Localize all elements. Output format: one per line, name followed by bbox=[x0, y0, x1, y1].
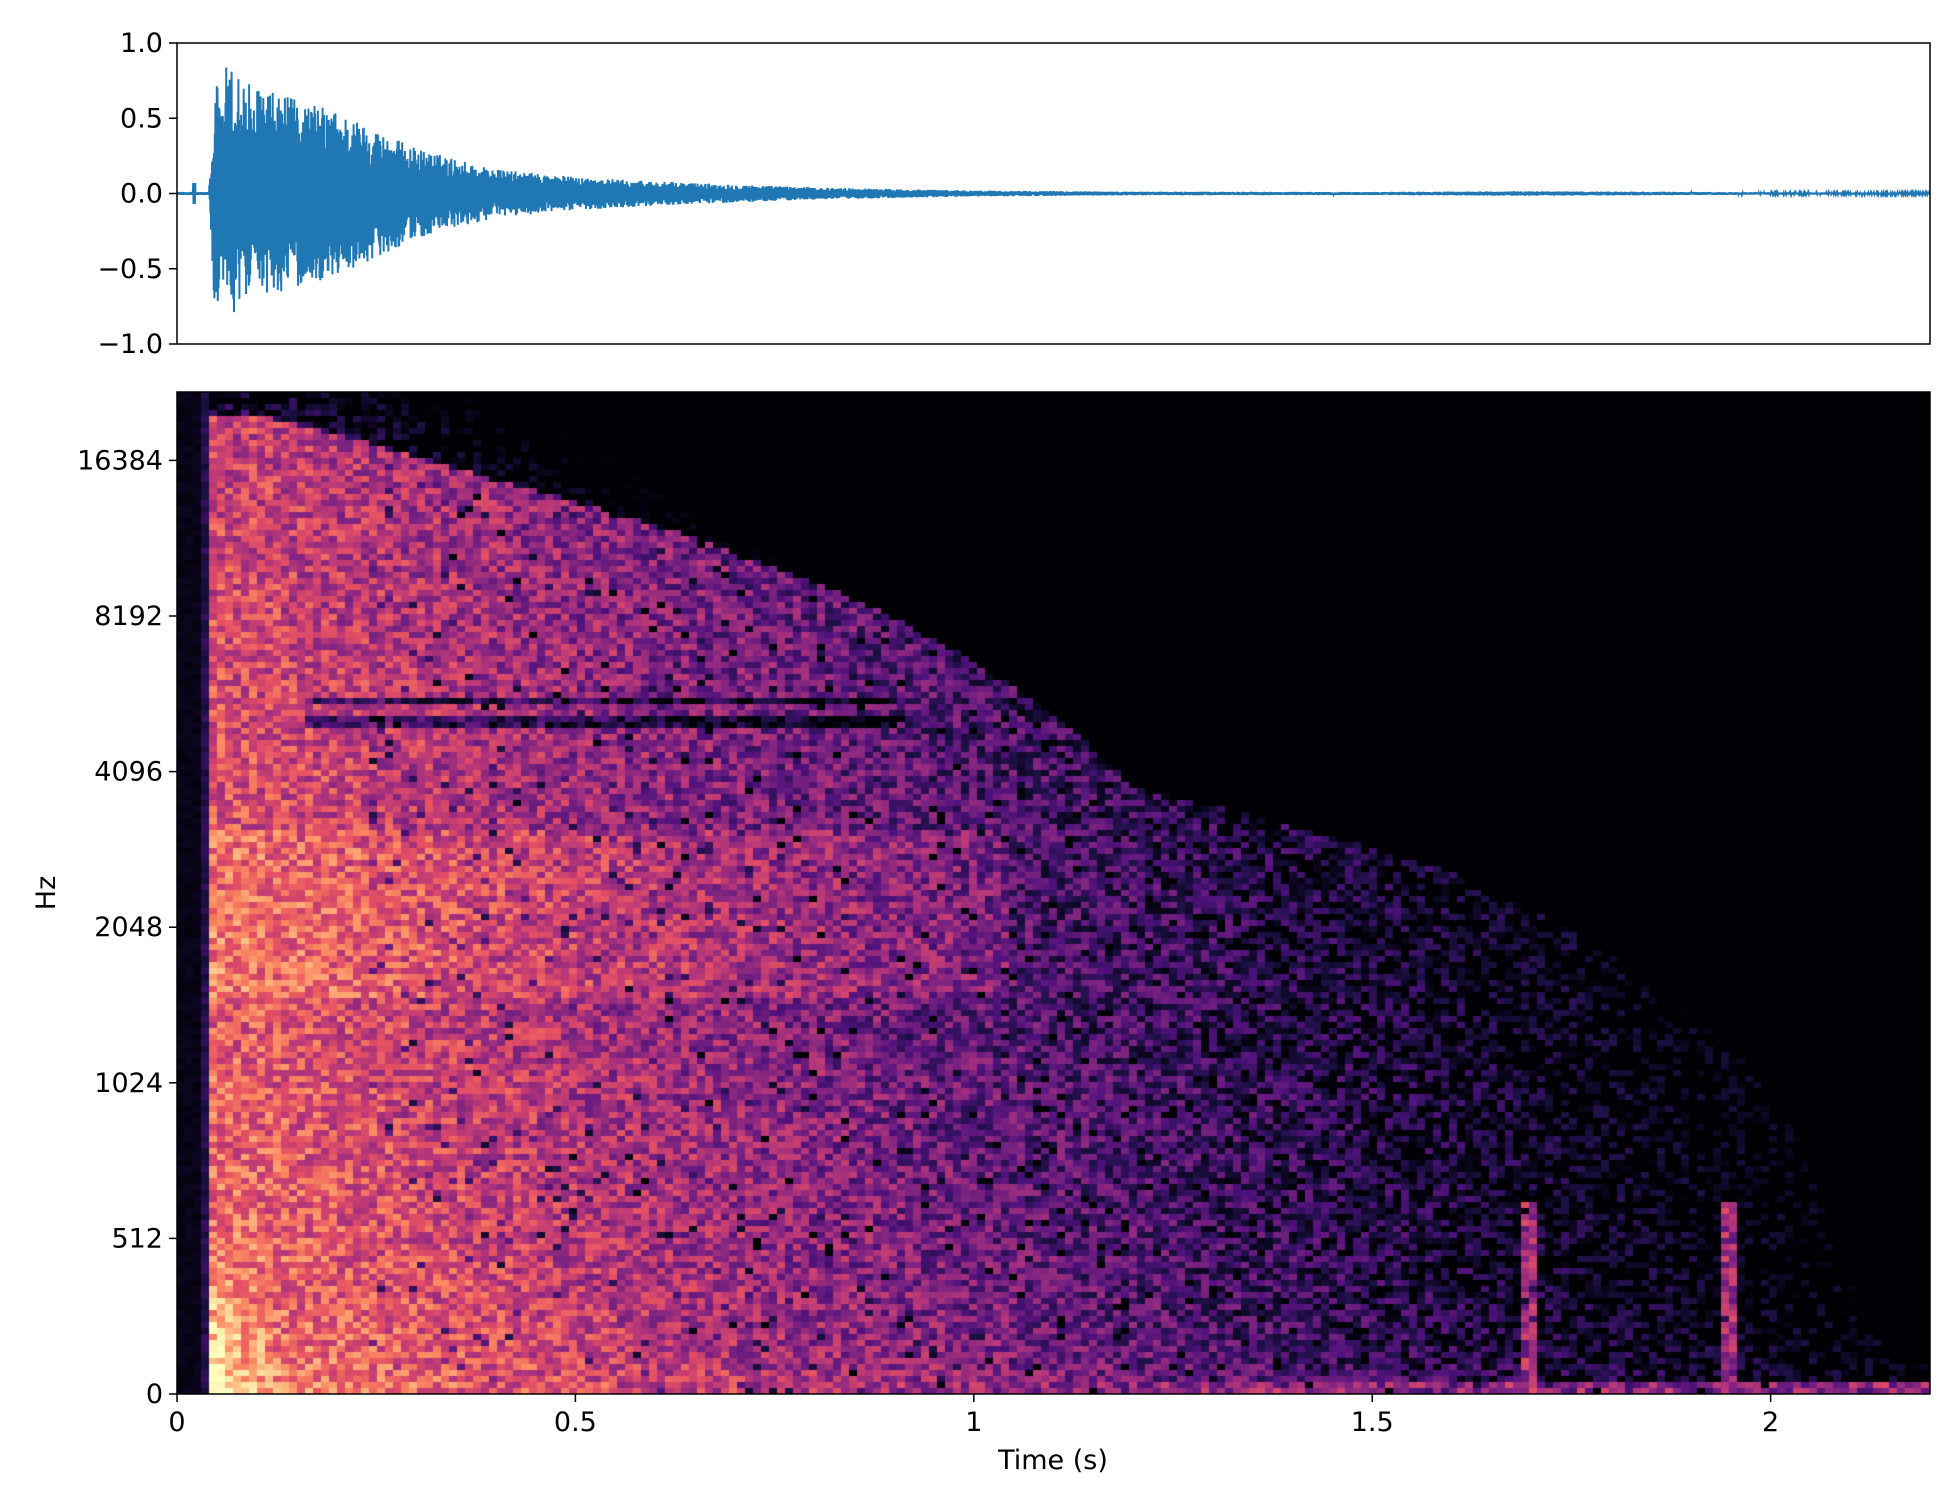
spectrogram-x-tick-label: 2 bbox=[1762, 1407, 1779, 1438]
waveform-panel: 1.0 0.5 0.0 −0.5 −1.0 bbox=[97, 28, 1931, 360]
spectrogram-y-tick-label: 4096 bbox=[94, 757, 163, 788]
waveform-y-tick-label: 0.0 bbox=[120, 179, 163, 210]
spectrogram-panel: 0 512 1024 2048 4096 8192 16384 0 0.5 1 1.5 2 Time… bbox=[31, 391, 1931, 1476]
waveform-y-tick-label: 0.5 bbox=[120, 103, 163, 134]
x-axis-label: Time (s) bbox=[997, 1445, 1108, 1476]
spectrogram-x-tick-label: 0.5 bbox=[554, 1407, 597, 1438]
spectrogram-x-axis: 0 0.5 1 1.5 2 bbox=[168, 1394, 1779, 1438]
spectrogram-y-tick-label: 8192 bbox=[94, 601, 163, 632]
waveform-y-axis: 1.0 0.5 0.0 −0.5 −1.0 bbox=[97, 28, 177, 360]
spectrogram-x-tick-label: 1.5 bbox=[1351, 1407, 1394, 1438]
spectrogram-image bbox=[177, 392, 1930, 1394]
spectrogram-y-tick-label: 0 bbox=[146, 1379, 163, 1410]
spectrogram-y-tick-label: 2048 bbox=[94, 912, 163, 943]
waveform-y-tick-label: −1.0 bbox=[97, 329, 163, 360]
spectrogram-y-axis: 0 512 1024 2048 4096 8192 16384 bbox=[77, 445, 177, 1410]
waveform-y-tick-label: 1.0 bbox=[120, 28, 163, 59]
spectrogram-y-tick-label: 16384 bbox=[77, 445, 163, 476]
waveform-y-tick-label: −0.5 bbox=[97, 254, 163, 285]
spectrogram-y-tick-label: 512 bbox=[111, 1223, 163, 1254]
spectrogram-x-tick-label: 1 bbox=[965, 1407, 982, 1438]
spectrogram-y-tick-label: 1024 bbox=[94, 1068, 163, 1099]
y-axis-label: Hz bbox=[31, 876, 62, 910]
waveform-line bbox=[177, 67, 1930, 313]
spectrogram-x-tick-label: 0 bbox=[168, 1407, 185, 1438]
spectrogram-frame bbox=[176, 391, 1931, 1395]
